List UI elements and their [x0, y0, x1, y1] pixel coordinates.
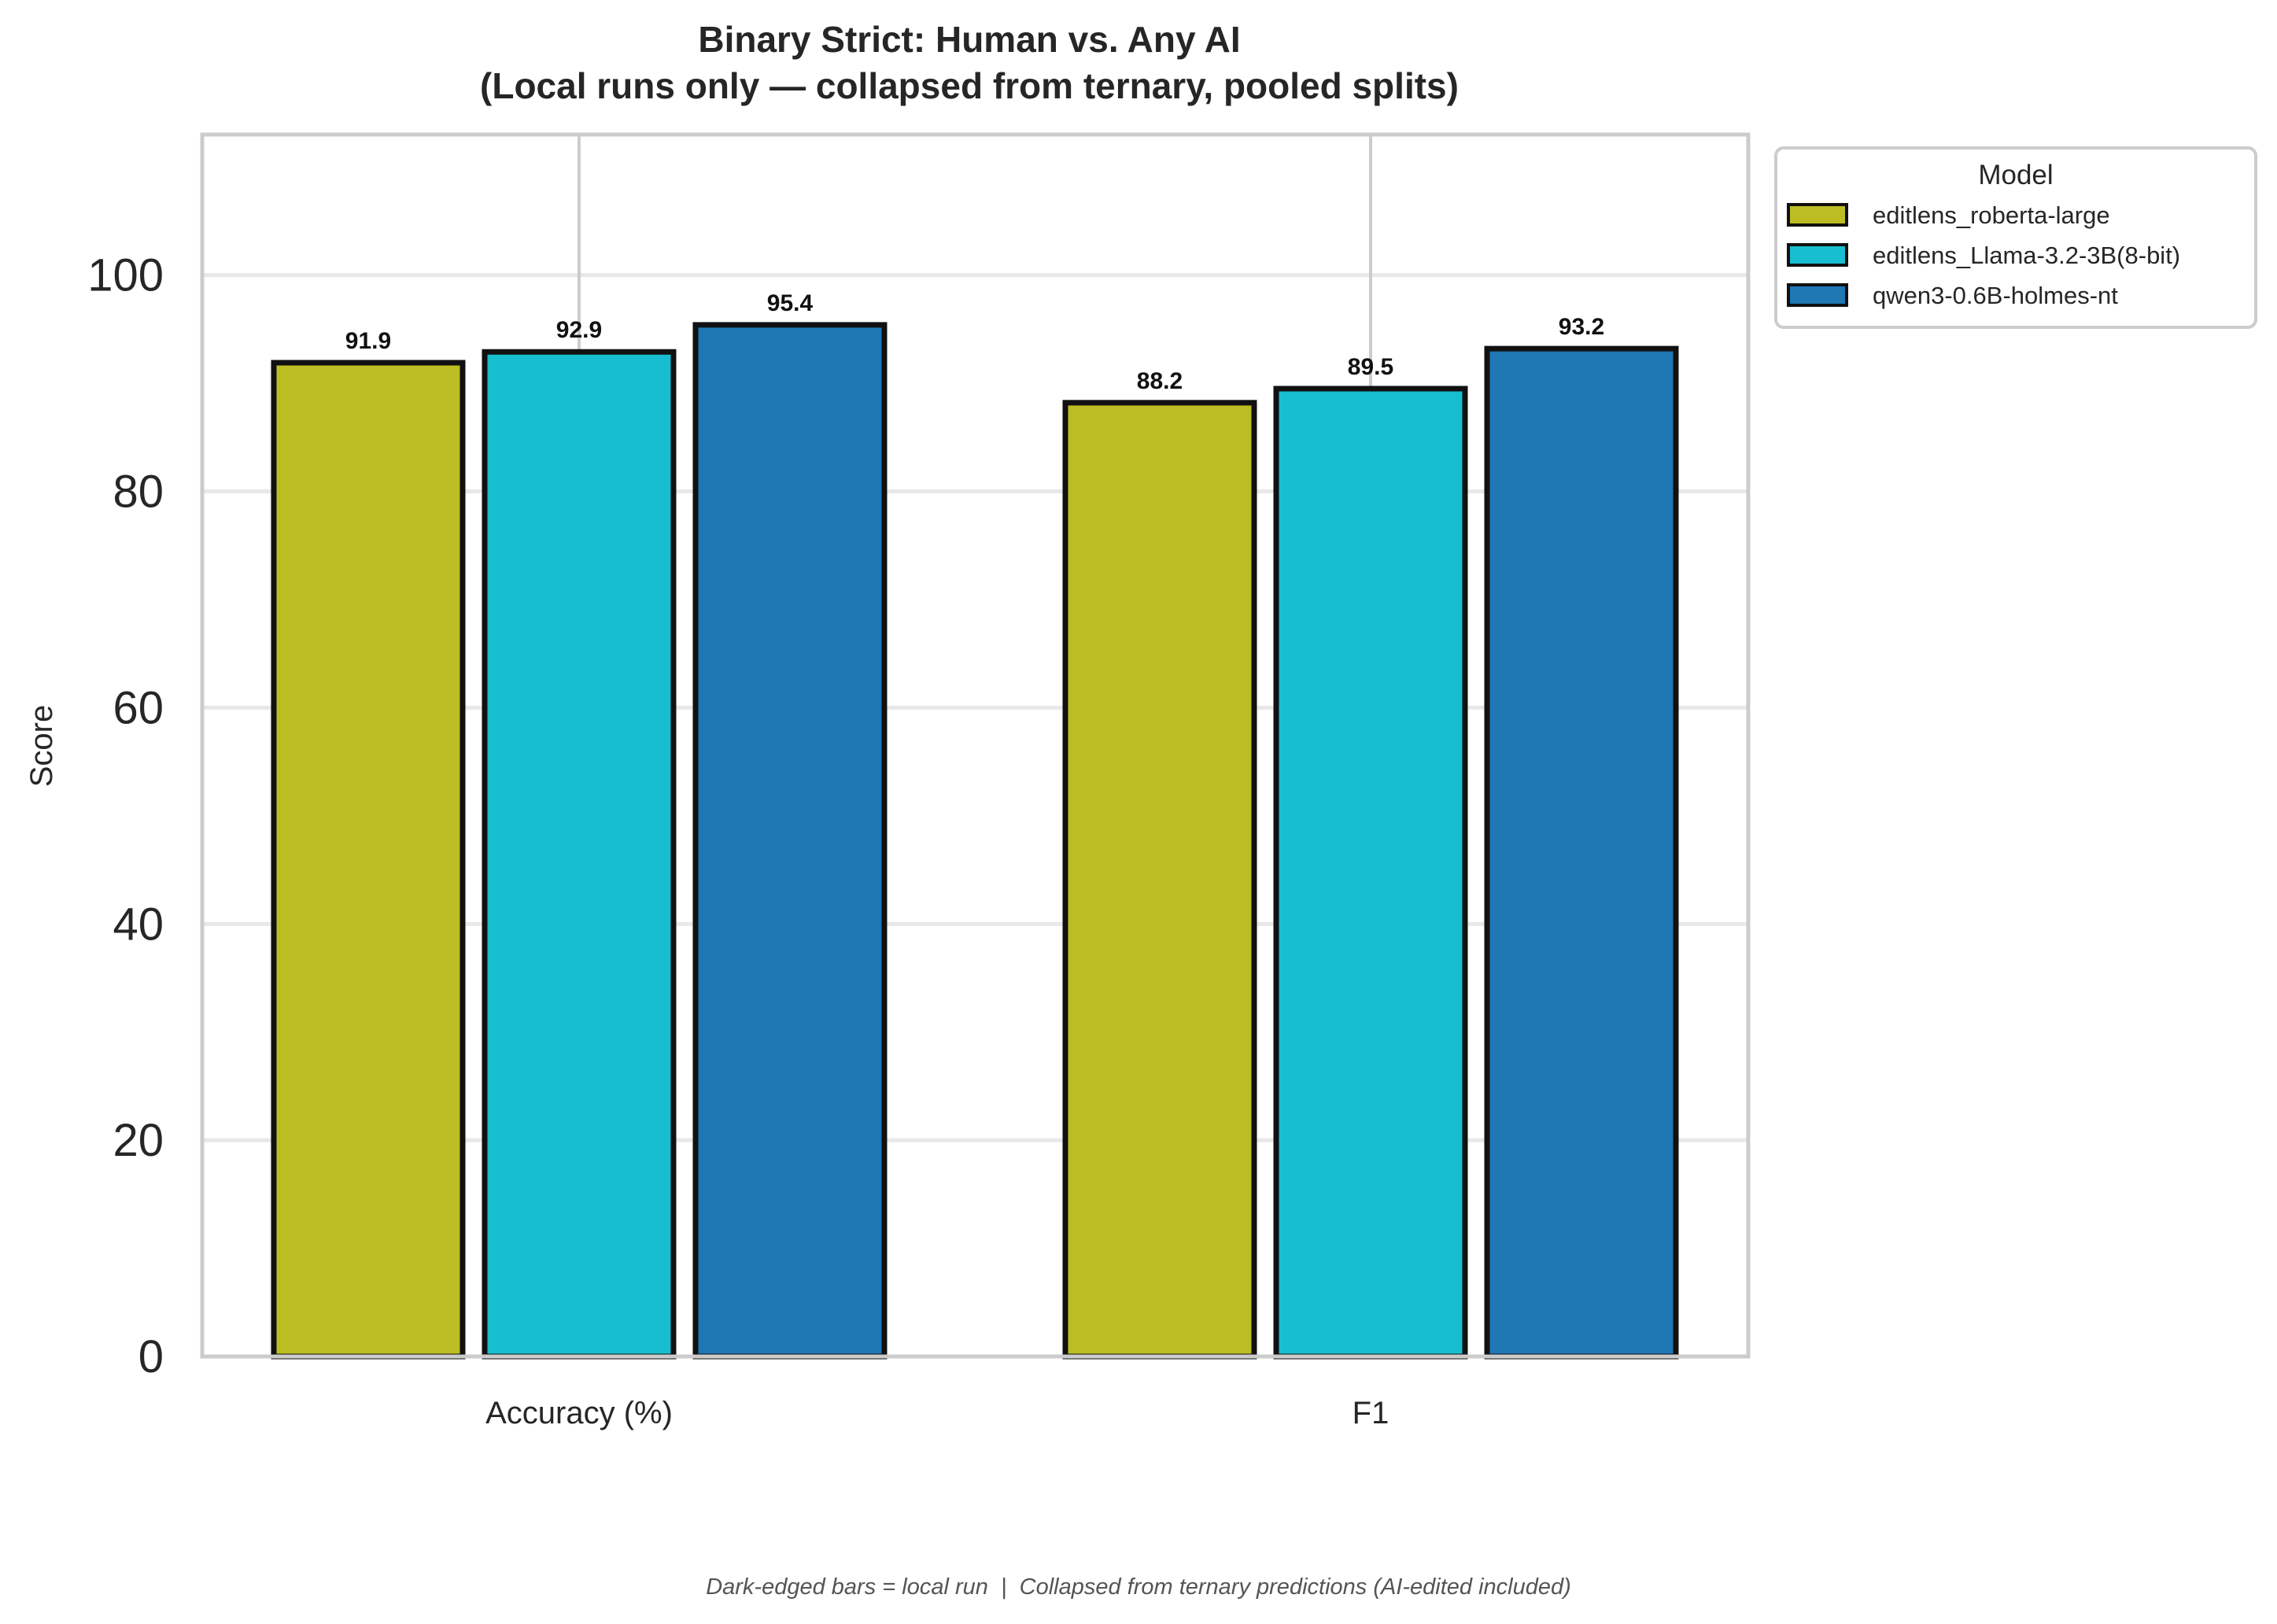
bar — [482, 349, 677, 1360]
bar — [1273, 386, 1468, 1360]
chart-title: Binary Strict: Human vs. Any AI — [698, 19, 1240, 60]
bar — [692, 322, 888, 1360]
legend-label: editlens_Llama-3.2-3B(8-bit) — [1873, 242, 2180, 269]
bar-value-label: 91.9 — [345, 328, 391, 354]
y-tick-label: 100 — [87, 250, 164, 301]
chart-subtitle: (Local runs only — collapsed from ternar… — [480, 65, 1459, 106]
bar — [1484, 345, 1679, 1360]
x-axis-ticks: Accuracy (%) F1 — [485, 1396, 1389, 1430]
footnote: Dark-edged bars = local run | Collapsed … — [706, 1574, 1571, 1600]
bar-value-label: 92.9 — [556, 317, 602, 343]
plot-frame — [200, 132, 1751, 1359]
bar-value-label: 89.5 — [1348, 354, 1393, 380]
legend-swatch — [1787, 243, 1848, 267]
bar — [1062, 400, 1257, 1360]
legend-label: editlens_roberta-large — [1873, 201, 2110, 229]
y-tick-label: 80 — [113, 467, 164, 518]
legend-frame — [1774, 146, 2257, 329]
bar — [271, 360, 466, 1360]
bar-value-label: 93.2 — [1559, 314, 1604, 340]
legend-entries: editlens_roberta-large editlens_Llama-3.2… — [1787, 201, 2180, 309]
y-tick-label: 20 — [113, 1115, 164, 1166]
bar-value-label: 95.4 — [767, 290, 814, 316]
y-tick-label: 60 — [113, 682, 164, 733]
x-tick-label: F1 — [1353, 1396, 1389, 1430]
y-tick-label: 40 — [113, 899, 164, 950]
y-axis-ticks: 0 20 40 60 80 100 — [87, 250, 164, 1382]
legend-label: qwen3-0.6B-holmes-nt — [1873, 282, 2118, 309]
x-tick-label: Accuracy (%) — [485, 1396, 673, 1430]
y-axis-label: Score — [24, 705, 59, 788]
legend-swatch — [1787, 203, 1848, 227]
legend-swatch — [1787, 283, 1848, 307]
legend-title: Model — [1978, 160, 2053, 190]
y-tick-label: 0 — [138, 1331, 164, 1382]
bar-value-label: 88.2 — [1137, 368, 1183, 394]
legend: Model editlens_roberta-large editlens_Lla… — [1774, 146, 2257, 329]
data-labels: 91.9 88.2 92.9 89.5 95.4 93.2 — [345, 290, 1604, 394]
